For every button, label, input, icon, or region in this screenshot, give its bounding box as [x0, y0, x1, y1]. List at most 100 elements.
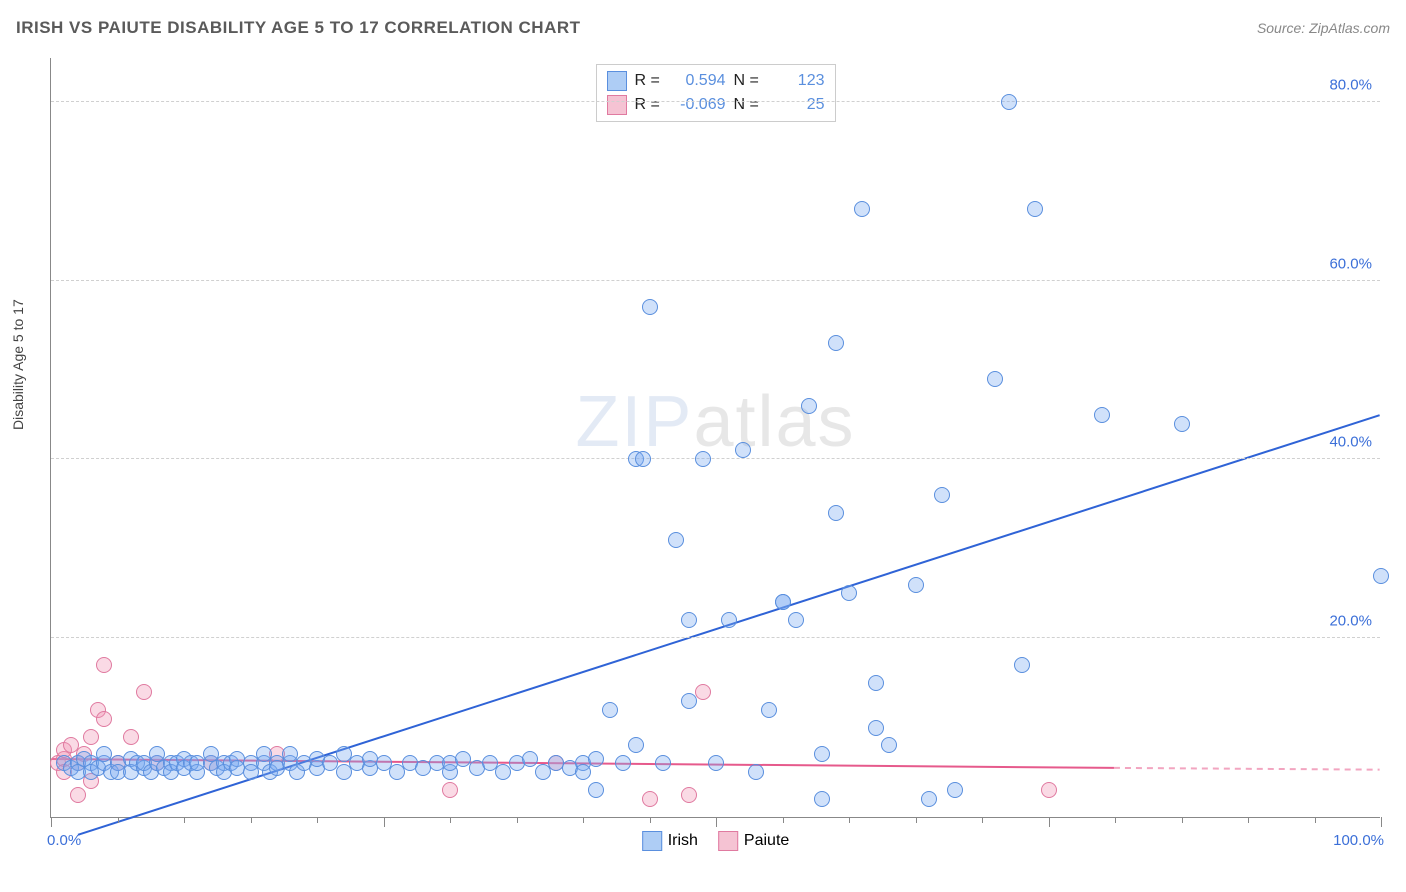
- scatter-point-irish: [681, 693, 697, 709]
- scatter-point-irish: [828, 335, 844, 351]
- x-tick: [384, 817, 385, 827]
- scatter-point-irish: [947, 782, 963, 798]
- x-tick: [1315, 817, 1316, 823]
- x-tick: [1182, 817, 1183, 823]
- x-tick: [517, 817, 518, 823]
- scatter-point-paiute: [442, 782, 458, 798]
- scatter-point-irish: [868, 720, 884, 736]
- legend-label-irish: Irish: [668, 832, 698, 850]
- x-tick: [1381, 817, 1382, 827]
- x-tick: [916, 817, 917, 823]
- header-row: IRISH VS PAIUTE DISABILITY AGE 5 TO 17 C…: [16, 18, 1390, 38]
- irish-swatch: [607, 71, 627, 91]
- x-tick: [1115, 817, 1116, 823]
- scatter-point-irish: [681, 612, 697, 628]
- scatter-point-irish: [668, 532, 684, 548]
- r-label: R =: [635, 72, 663, 90]
- scatter-point-irish: [854, 201, 870, 217]
- scatter-point-irish: [814, 746, 830, 762]
- scatter-point-irish: [575, 764, 591, 780]
- scatter-point-paiute: [136, 684, 152, 700]
- watermark-brand-b: atlas: [693, 382, 855, 462]
- irish-n-value: 123: [770, 72, 825, 90]
- scatter-point-irish: [735, 442, 751, 458]
- scatter-point-irish: [655, 755, 671, 771]
- scatter-point-irish: [615, 755, 631, 771]
- paiute-swatch: [607, 95, 627, 115]
- paiute-n-value: 25: [770, 96, 825, 114]
- x-tick: [118, 817, 119, 823]
- scatter-point-irish: [868, 675, 884, 691]
- stats-legend: R = 0.594 N = 123 R = -0.069 N = 25: [596, 64, 836, 122]
- scatter-point-irish: [801, 398, 817, 414]
- n-label: N =: [734, 72, 762, 90]
- scatter-point-irish: [1027, 201, 1043, 217]
- scatter-point-irish: [908, 577, 924, 593]
- gridline-h: [51, 280, 1380, 281]
- scatter-point-irish: [522, 751, 538, 767]
- scatter-point-irish: [1373, 568, 1389, 584]
- r-label: R =: [635, 96, 663, 114]
- x-tick: [583, 817, 584, 823]
- scatter-point-irish: [761, 702, 777, 718]
- x-axis-max-label: 100.0%: [1333, 832, 1384, 849]
- scatter-point-paiute: [96, 711, 112, 727]
- chart-title: IRISH VS PAIUTE DISABILITY AGE 5 TO 17 C…: [16, 18, 581, 38]
- legend-item-irish: Irish: [642, 831, 698, 851]
- scatter-point-paiute: [70, 787, 86, 803]
- scatter-point-paiute: [642, 791, 658, 807]
- x-tick: [251, 817, 252, 823]
- x-tick: [650, 817, 651, 823]
- legend-item-paiute: Paiute: [718, 831, 789, 851]
- x-tick: [317, 817, 318, 823]
- scatter-point-irish: [1001, 94, 1017, 110]
- scatter-point-paiute: [1041, 782, 1057, 798]
- scatter-point-irish: [748, 764, 764, 780]
- scatter-point-irish: [602, 702, 618, 718]
- x-tick: [1248, 817, 1249, 823]
- y-axis-label: Disability Age 5 to 17: [10, 299, 26, 430]
- scatter-point-paiute: [96, 657, 112, 673]
- scatter-point-paiute: [83, 729, 99, 745]
- scatter-point-irish: [635, 451, 651, 467]
- scatter-point-irish: [1174, 416, 1190, 432]
- x-tick: [849, 817, 850, 823]
- scatter-point-irish: [628, 737, 644, 753]
- y-tick-label: 20.0%: [1329, 613, 1372, 630]
- x-tick: [51, 817, 52, 827]
- scatter-point-irish: [695, 451, 711, 467]
- x-tick: [184, 817, 185, 823]
- scatter-point-paiute: [695, 684, 711, 700]
- scatter-point-irish: [841, 585, 857, 601]
- scatter-point-irish: [814, 791, 830, 807]
- gridline-h: [51, 458, 1380, 459]
- scatter-point-irish: [921, 791, 937, 807]
- x-tick: [783, 817, 784, 823]
- scatter-point-irish: [721, 612, 737, 628]
- legend-label-paiute: Paiute: [744, 832, 789, 850]
- watermark-brand-a: ZIP: [575, 382, 693, 462]
- scatter-point-irish: [708, 755, 724, 771]
- scatter-point-paiute: [681, 787, 697, 803]
- y-tick-label: 80.0%: [1329, 76, 1372, 93]
- x-axis-min-label: 0.0%: [47, 832, 81, 849]
- scatter-point-irish: [934, 487, 950, 503]
- stats-row-paiute: R = -0.069 N = 25: [607, 93, 825, 117]
- plot-area: ZIPatlas R = 0.594 N = 123 R = -0.069 N …: [50, 58, 1380, 818]
- scatter-point-irish: [775, 594, 791, 610]
- y-tick-label: 40.0%: [1329, 434, 1372, 451]
- x-tick: [1049, 817, 1050, 827]
- irish-swatch-bottom: [642, 831, 662, 851]
- scatter-point-paiute: [123, 729, 139, 745]
- x-axis-legend: Irish Paiute: [642, 831, 790, 851]
- scatter-point-irish: [1094, 407, 1110, 423]
- x-tick: [982, 817, 983, 823]
- source-attribution: Source: ZipAtlas.com: [1257, 20, 1390, 36]
- scatter-point-irish: [881, 737, 897, 753]
- x-tick: [450, 817, 451, 823]
- scatter-point-irish: [828, 505, 844, 521]
- scatter-point-irish: [588, 751, 604, 767]
- n-label: N =: [734, 96, 762, 114]
- scatter-point-irish: [1014, 657, 1030, 673]
- x-tick: [716, 817, 717, 827]
